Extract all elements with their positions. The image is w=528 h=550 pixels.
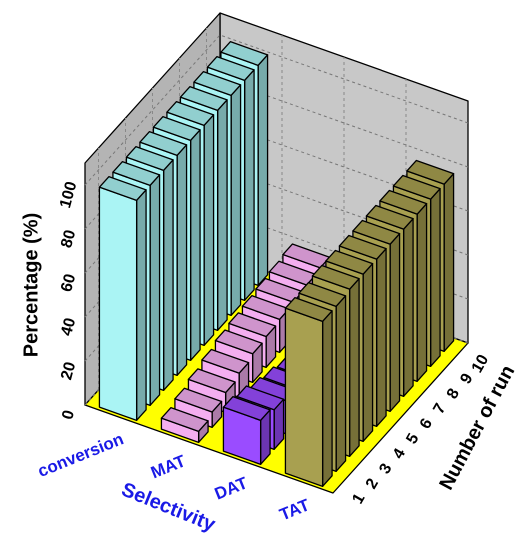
depth-tick-label: 6 [417,416,436,432]
bar-top [392,174,441,200]
depth-tick-label: 10 [469,352,493,376]
category-label: conversion [35,429,126,481]
y-tick-label: 80 [58,228,79,250]
bar-side [189,129,201,362]
bar-top [220,41,269,66]
bar-top [166,101,215,126]
bar-top [187,368,236,394]
bar-top [139,130,188,157]
depth-tick-label: 4 [390,446,409,462]
bar-top [365,204,414,230]
bar-side [429,187,441,368]
bar-top [98,175,147,202]
bar-top [228,312,277,338]
depth-tick-label: 5 [403,431,422,447]
bar-top [214,329,263,355]
bar-side [230,84,242,317]
bar [160,406,209,444]
bar-top [352,219,401,245]
bar-top [311,264,360,290]
bar-side [243,69,255,302]
bar-side [443,172,455,353]
bar-top [284,296,333,323]
bar-top [193,71,242,96]
bar-side [257,54,269,287]
category-label: TAT [277,495,313,524]
bar-side [416,202,428,383]
category-label: DAT [212,473,251,503]
depth-tick-label: 1 [349,491,368,507]
bar-top [406,159,455,185]
bar-top [236,385,285,411]
bar-top [112,160,161,187]
bar-top [338,234,387,260]
bar-top [379,189,428,215]
bar-side [149,174,161,407]
depth-tick-label: 2 [363,476,382,492]
grid-line [84,34,469,186]
y-axis-label: Percentage (%) [20,213,42,358]
bar [222,395,271,466]
bar-top [206,56,255,81]
bar-side [216,99,228,332]
bar-front [98,186,138,422]
bar-front [284,307,324,488]
bar-side [402,217,414,398]
depth-tick-label: 8 [444,386,463,402]
bar-side [321,310,333,488]
bar-side [389,232,401,413]
y-tick-label: 40 [58,316,79,338]
bar-top [298,281,347,308]
bar-side [335,295,347,473]
x-axis-label: Selectivity [118,479,219,537]
bar-side [135,189,147,422]
y-tick-label: 60 [58,272,79,294]
bar-top [222,395,271,422]
bar-side [176,144,188,377]
y-tick-label: 0 [59,408,78,421]
depth-tick-label: 7 [430,401,449,417]
bar-top [160,406,209,433]
y-tick-label: 20 [58,360,79,382]
bar-top [152,116,201,142]
bar-side [162,159,174,392]
depth-tick-label: 3 [376,461,395,477]
bar-side [348,277,360,458]
depth-tick-label: 9 [457,371,476,387]
bar-side [362,262,374,443]
bar [98,175,147,422]
bar [174,387,223,429]
bar-top [201,348,250,374]
bar-top [179,86,228,111]
bar-top [125,145,174,172]
bar-side [203,114,215,347]
y-tick-label: 100 [57,180,80,210]
bar-side [375,247,387,428]
bar-top [325,249,374,275]
bar-top [174,387,223,413]
bar [284,296,333,488]
depth-axis-label: Number of run [435,362,519,494]
category-label: MAT [148,451,189,482]
